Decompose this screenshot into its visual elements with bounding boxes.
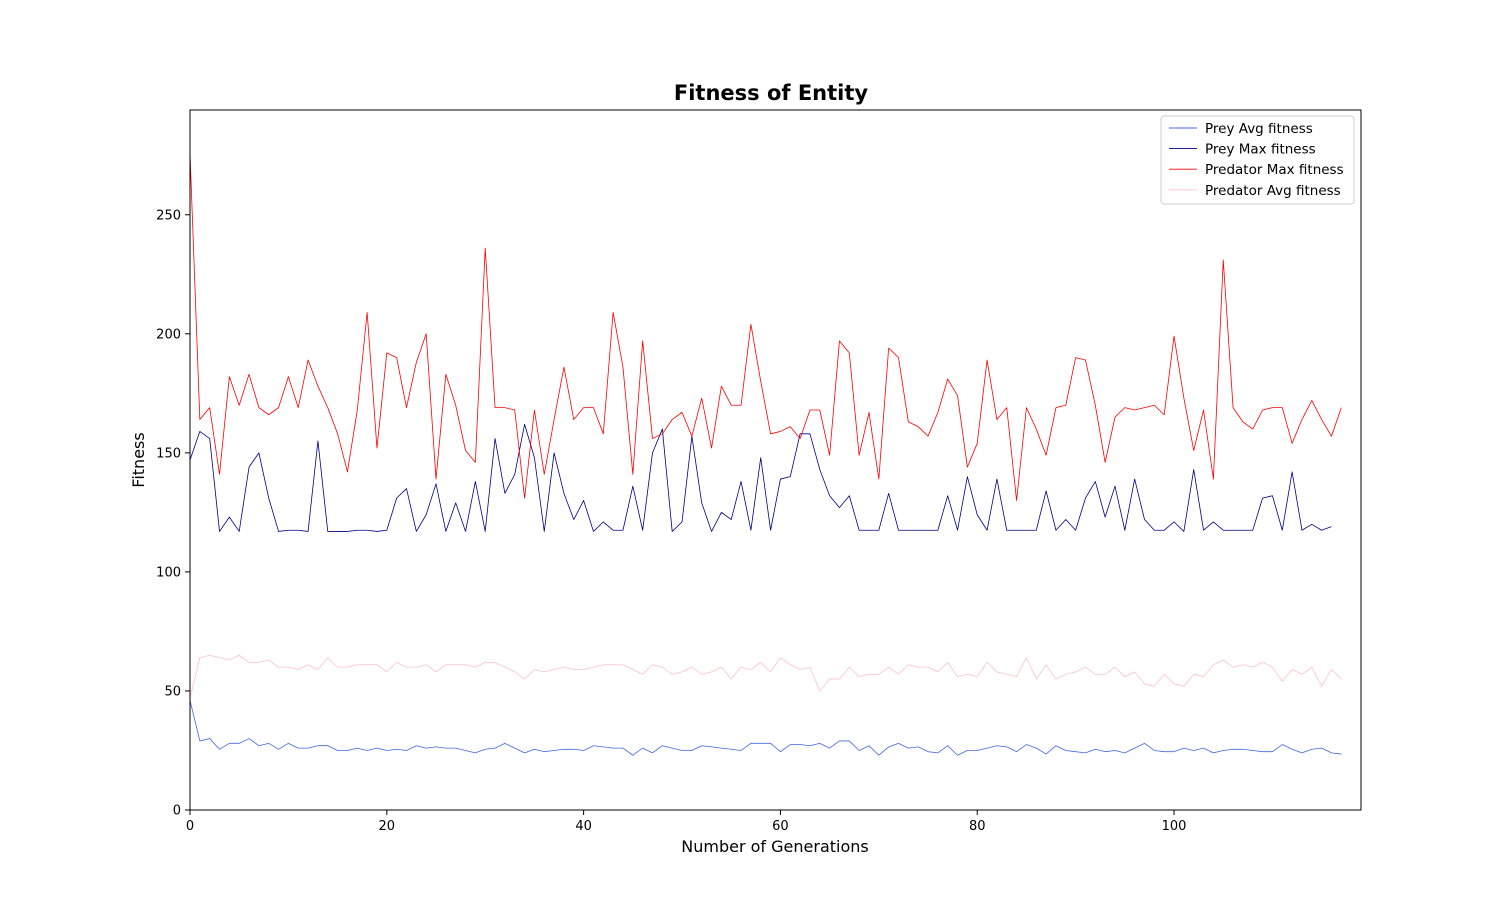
x-tick-label: 80 — [969, 819, 986, 834]
series-line-prey-avg-fitness — [189, 700, 1342, 756]
plot-frame — [189, 109, 1362, 811]
chart-title: Fitness of Entity — [674, 81, 869, 105]
y-tick-label: 150 — [156, 446, 181, 461]
series-line-predator-max-fitness — [189, 152, 1342, 501]
axes-layer: 0 20 40 60 80 100 0 50 100 150 200 250 — [156, 109, 1362, 834]
series-line-predator-avg-fitness — [189, 654, 1342, 699]
y-tick-label: 200 — [156, 327, 181, 342]
legend-entry-label: Prey Avg fitness — [1205, 121, 1313, 137]
y-tick-label: 250 — [156, 208, 181, 223]
x-tick-label: 60 — [772, 819, 789, 834]
legend-entry-label: Prey Max fitness — [1205, 142, 1316, 158]
x-tick-label: 20 — [379, 819, 396, 834]
x-tick-label: 0 — [186, 819, 194, 834]
legend-box — [1160, 115, 1355, 205]
legend-entry-label: Predator Max fitness — [1205, 162, 1344, 178]
y-tick-label: 0 — [173, 804, 181, 819]
y-tick-label: 100 — [156, 565, 181, 580]
x-axis-label: Number of Generations — [681, 837, 868, 856]
x-tick-label: 40 — [575, 819, 592, 834]
series-line-prey-max-fitness — [189, 423, 1332, 532]
plot-background — [190, 110, 1361, 810]
legend: Prey Avg fitness Prey Max fitness Predator… — [1160, 115, 1355, 205]
plot-area — [190, 110, 1361, 810]
y-axis-label: Fitness — [129, 432, 148, 487]
series-layer — [189, 152, 1342, 756]
legend-entry-label: Predator Avg fitness — [1205, 183, 1341, 199]
y-tick-label: 50 — [164, 684, 181, 699]
x-tick-label: 100 — [1162, 819, 1187, 834]
